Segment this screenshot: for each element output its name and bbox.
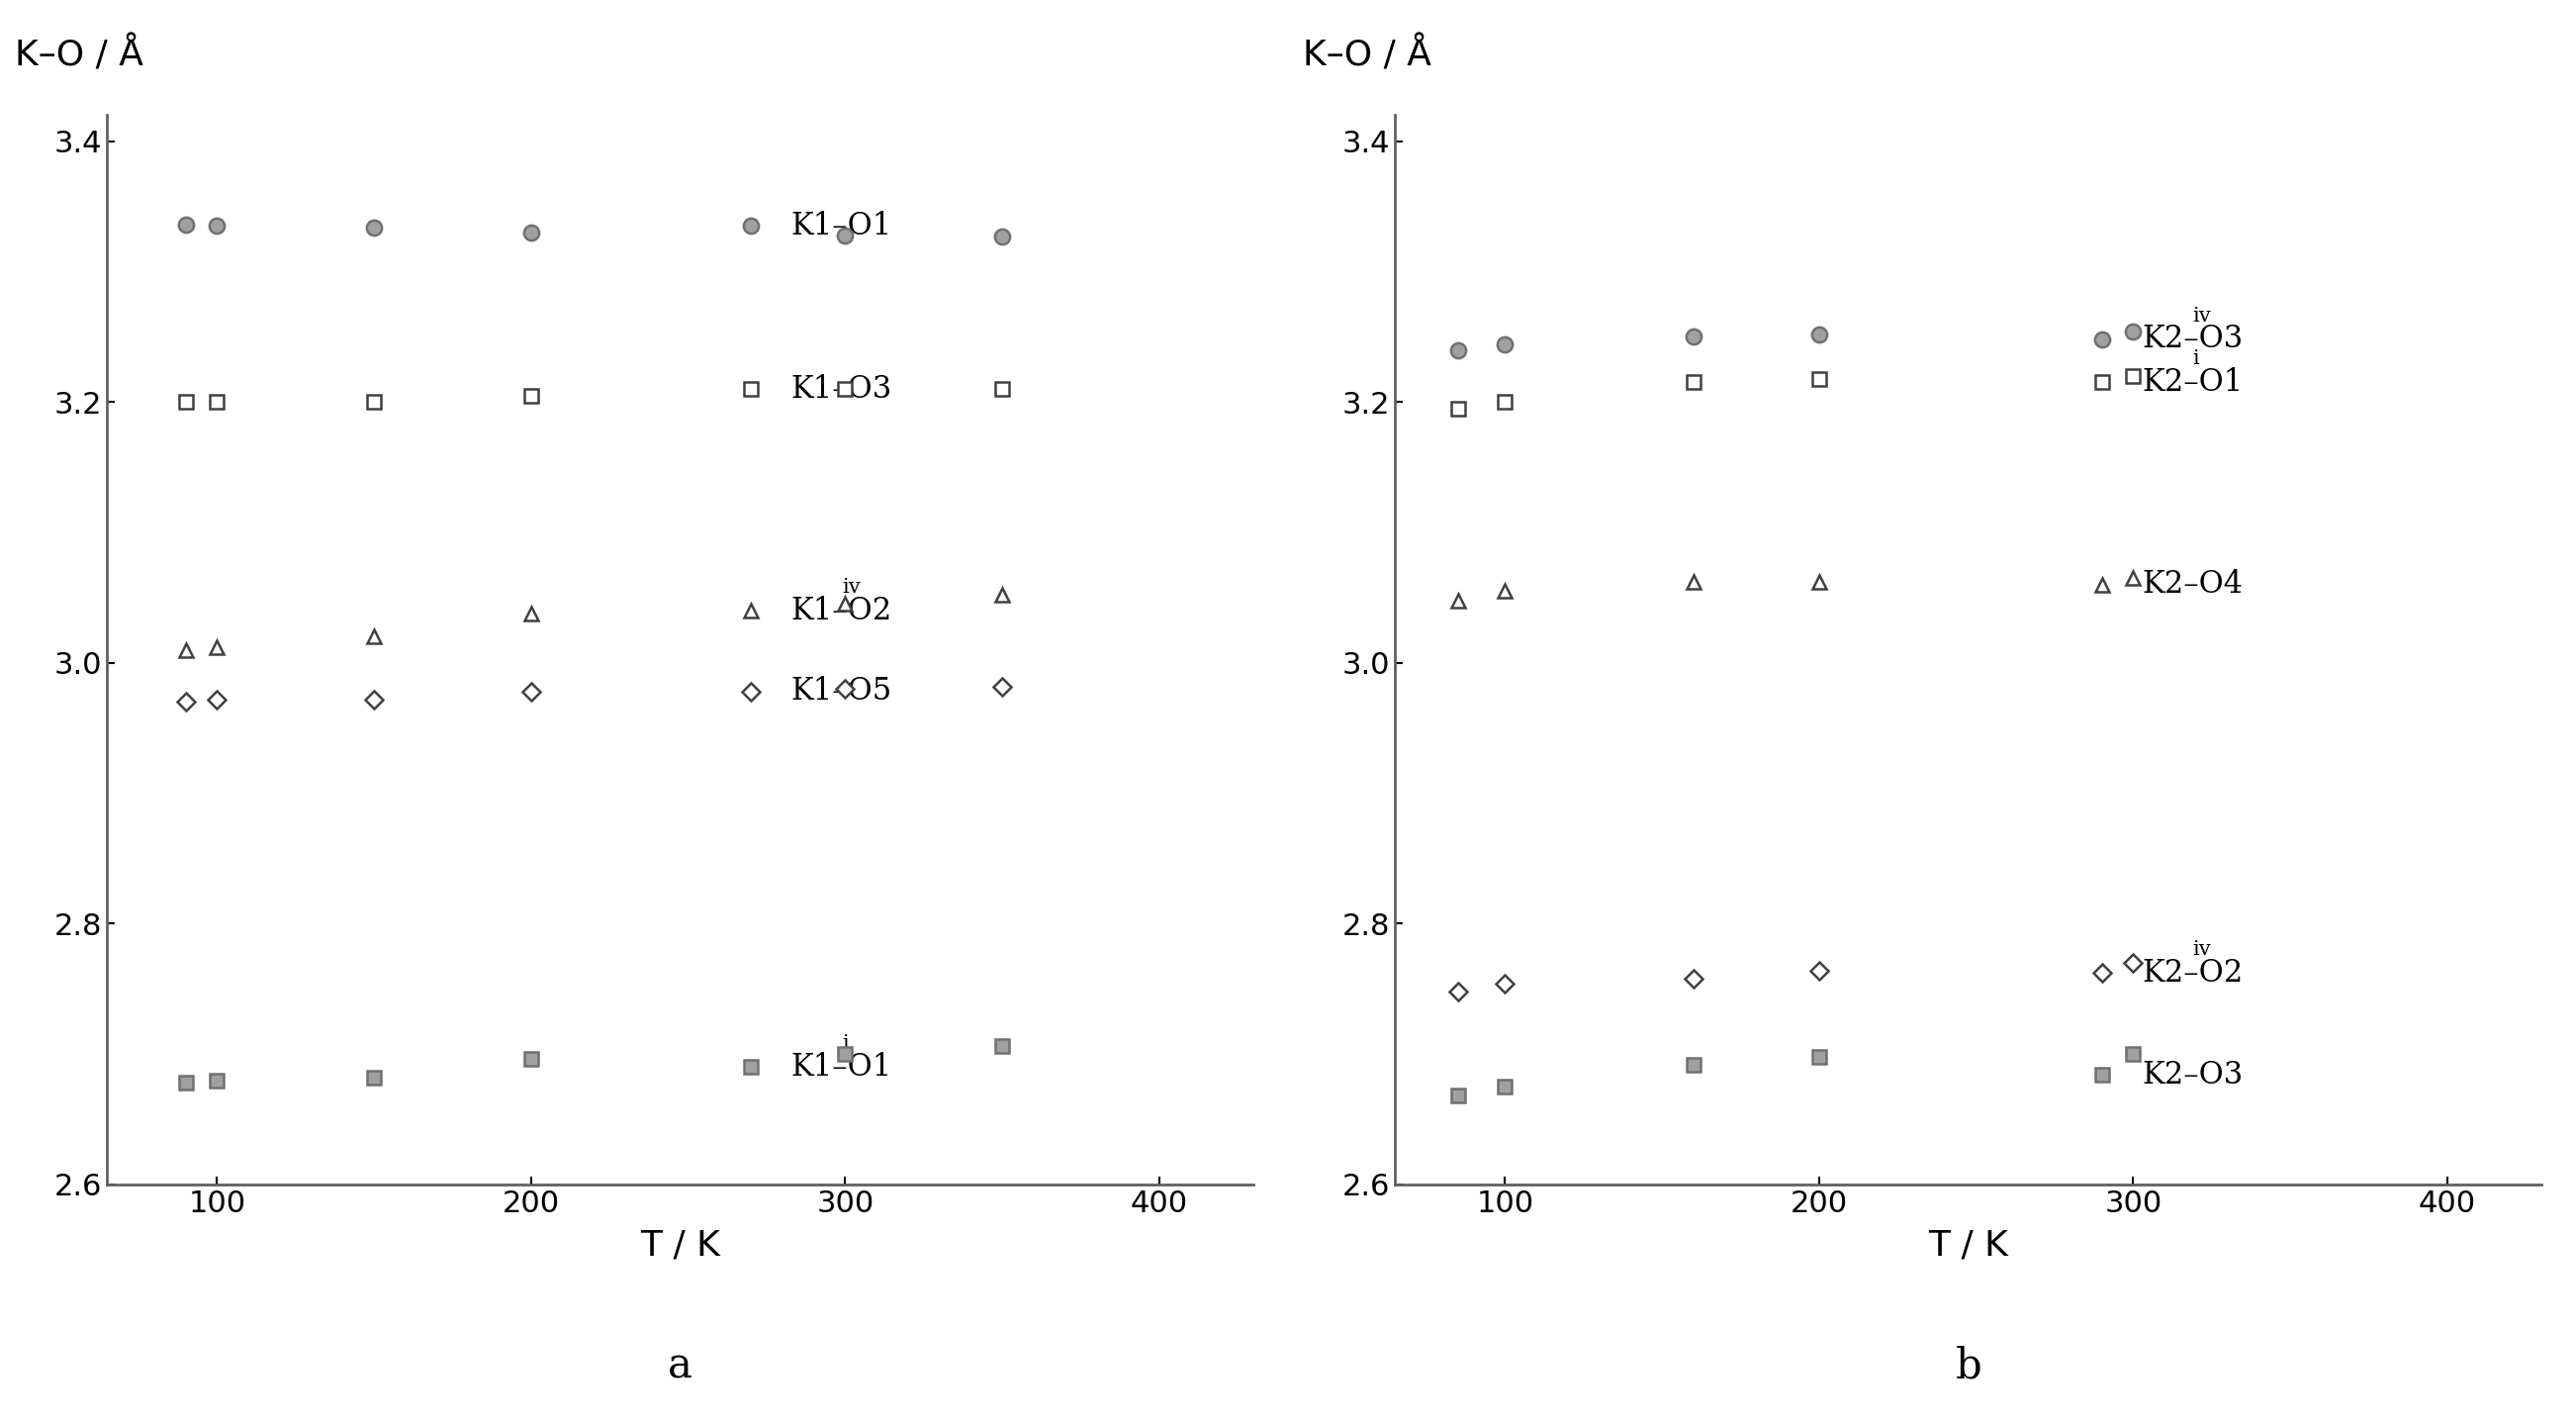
Text: K1–O3: K1–O3: [791, 373, 891, 405]
Text: K1–O1: K1–O1: [791, 211, 891, 241]
Text: K1–O2: K1–O2: [791, 596, 891, 626]
Text: b: b: [1955, 1345, 1981, 1387]
X-axis label: T / K: T / K: [1929, 1228, 2009, 1263]
Text: iv: iv: [842, 577, 860, 597]
Text: K2–O1: K2–O1: [2143, 368, 2244, 398]
Text: iv: iv: [2192, 306, 2210, 325]
Text: K1–O5: K1–O5: [791, 677, 891, 707]
Text: K1–O1: K1–O1: [791, 1052, 891, 1083]
X-axis label: T / K: T / K: [641, 1228, 721, 1263]
Text: i: i: [842, 1035, 848, 1053]
Text: iv: iv: [2192, 941, 2210, 959]
Text: K–O / Å: K–O / Å: [15, 36, 144, 73]
Text: K2–O3: K2–O3: [2143, 323, 2244, 355]
Text: K2–O4: K2–O4: [2143, 569, 2244, 600]
Text: a: a: [667, 1345, 693, 1387]
Text: K2–O2: K2–O2: [2143, 958, 2244, 989]
Text: K2–O3: K2–O3: [2143, 1060, 2244, 1090]
Text: i: i: [2192, 349, 2200, 368]
Text: K–O / Å: K–O / Å: [1303, 36, 1432, 73]
